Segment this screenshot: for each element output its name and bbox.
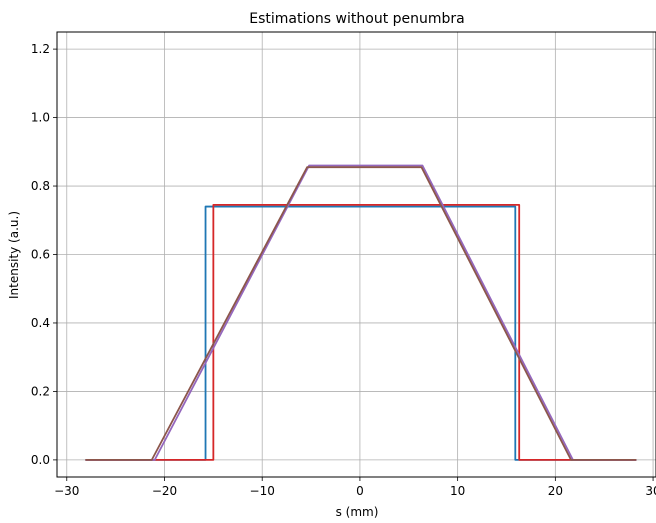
series-line-4	[85, 166, 637, 461]
series-line-3	[85, 164, 637, 461]
x-tick-label: 20	[548, 484, 563, 498]
y-tick-label: 0.2	[31, 384, 50, 398]
grid	[57, 32, 656, 477]
y-axis-label: Intensity (a.u.)	[7, 211, 21, 299]
x-tick-label: −20	[152, 484, 177, 498]
x-tick-label: −10	[250, 484, 275, 498]
y-tick-label: 0.8	[31, 179, 50, 193]
x-tick-label: 10	[450, 484, 465, 498]
series-layer	[85, 164, 637, 461]
y-tick-label: 0.6	[31, 248, 50, 262]
x-tick-label: −30	[54, 484, 79, 498]
chart-title: Estimations without penumbra	[249, 11, 464, 27]
x-tick-label: 30	[645, 484, 656, 498]
y-tick-label: 1.0	[31, 111, 50, 125]
x-tick-label: 0	[356, 484, 364, 498]
y-axis-ticks: 0.0 0.2 0.4 0.6 0.8 1.0 1.2	[31, 42, 57, 467]
y-tick-label: 0.0	[31, 453, 50, 467]
y-tick-label: 0.4	[31, 316, 50, 330]
x-axis-label: s (mm)	[336, 505, 379, 519]
series-line-2	[85, 203, 637, 461]
y-tick-label: 1.2	[31, 42, 50, 56]
x-axis-ticks: −30 −20 −10 0 10 20 30	[54, 477, 656, 498]
